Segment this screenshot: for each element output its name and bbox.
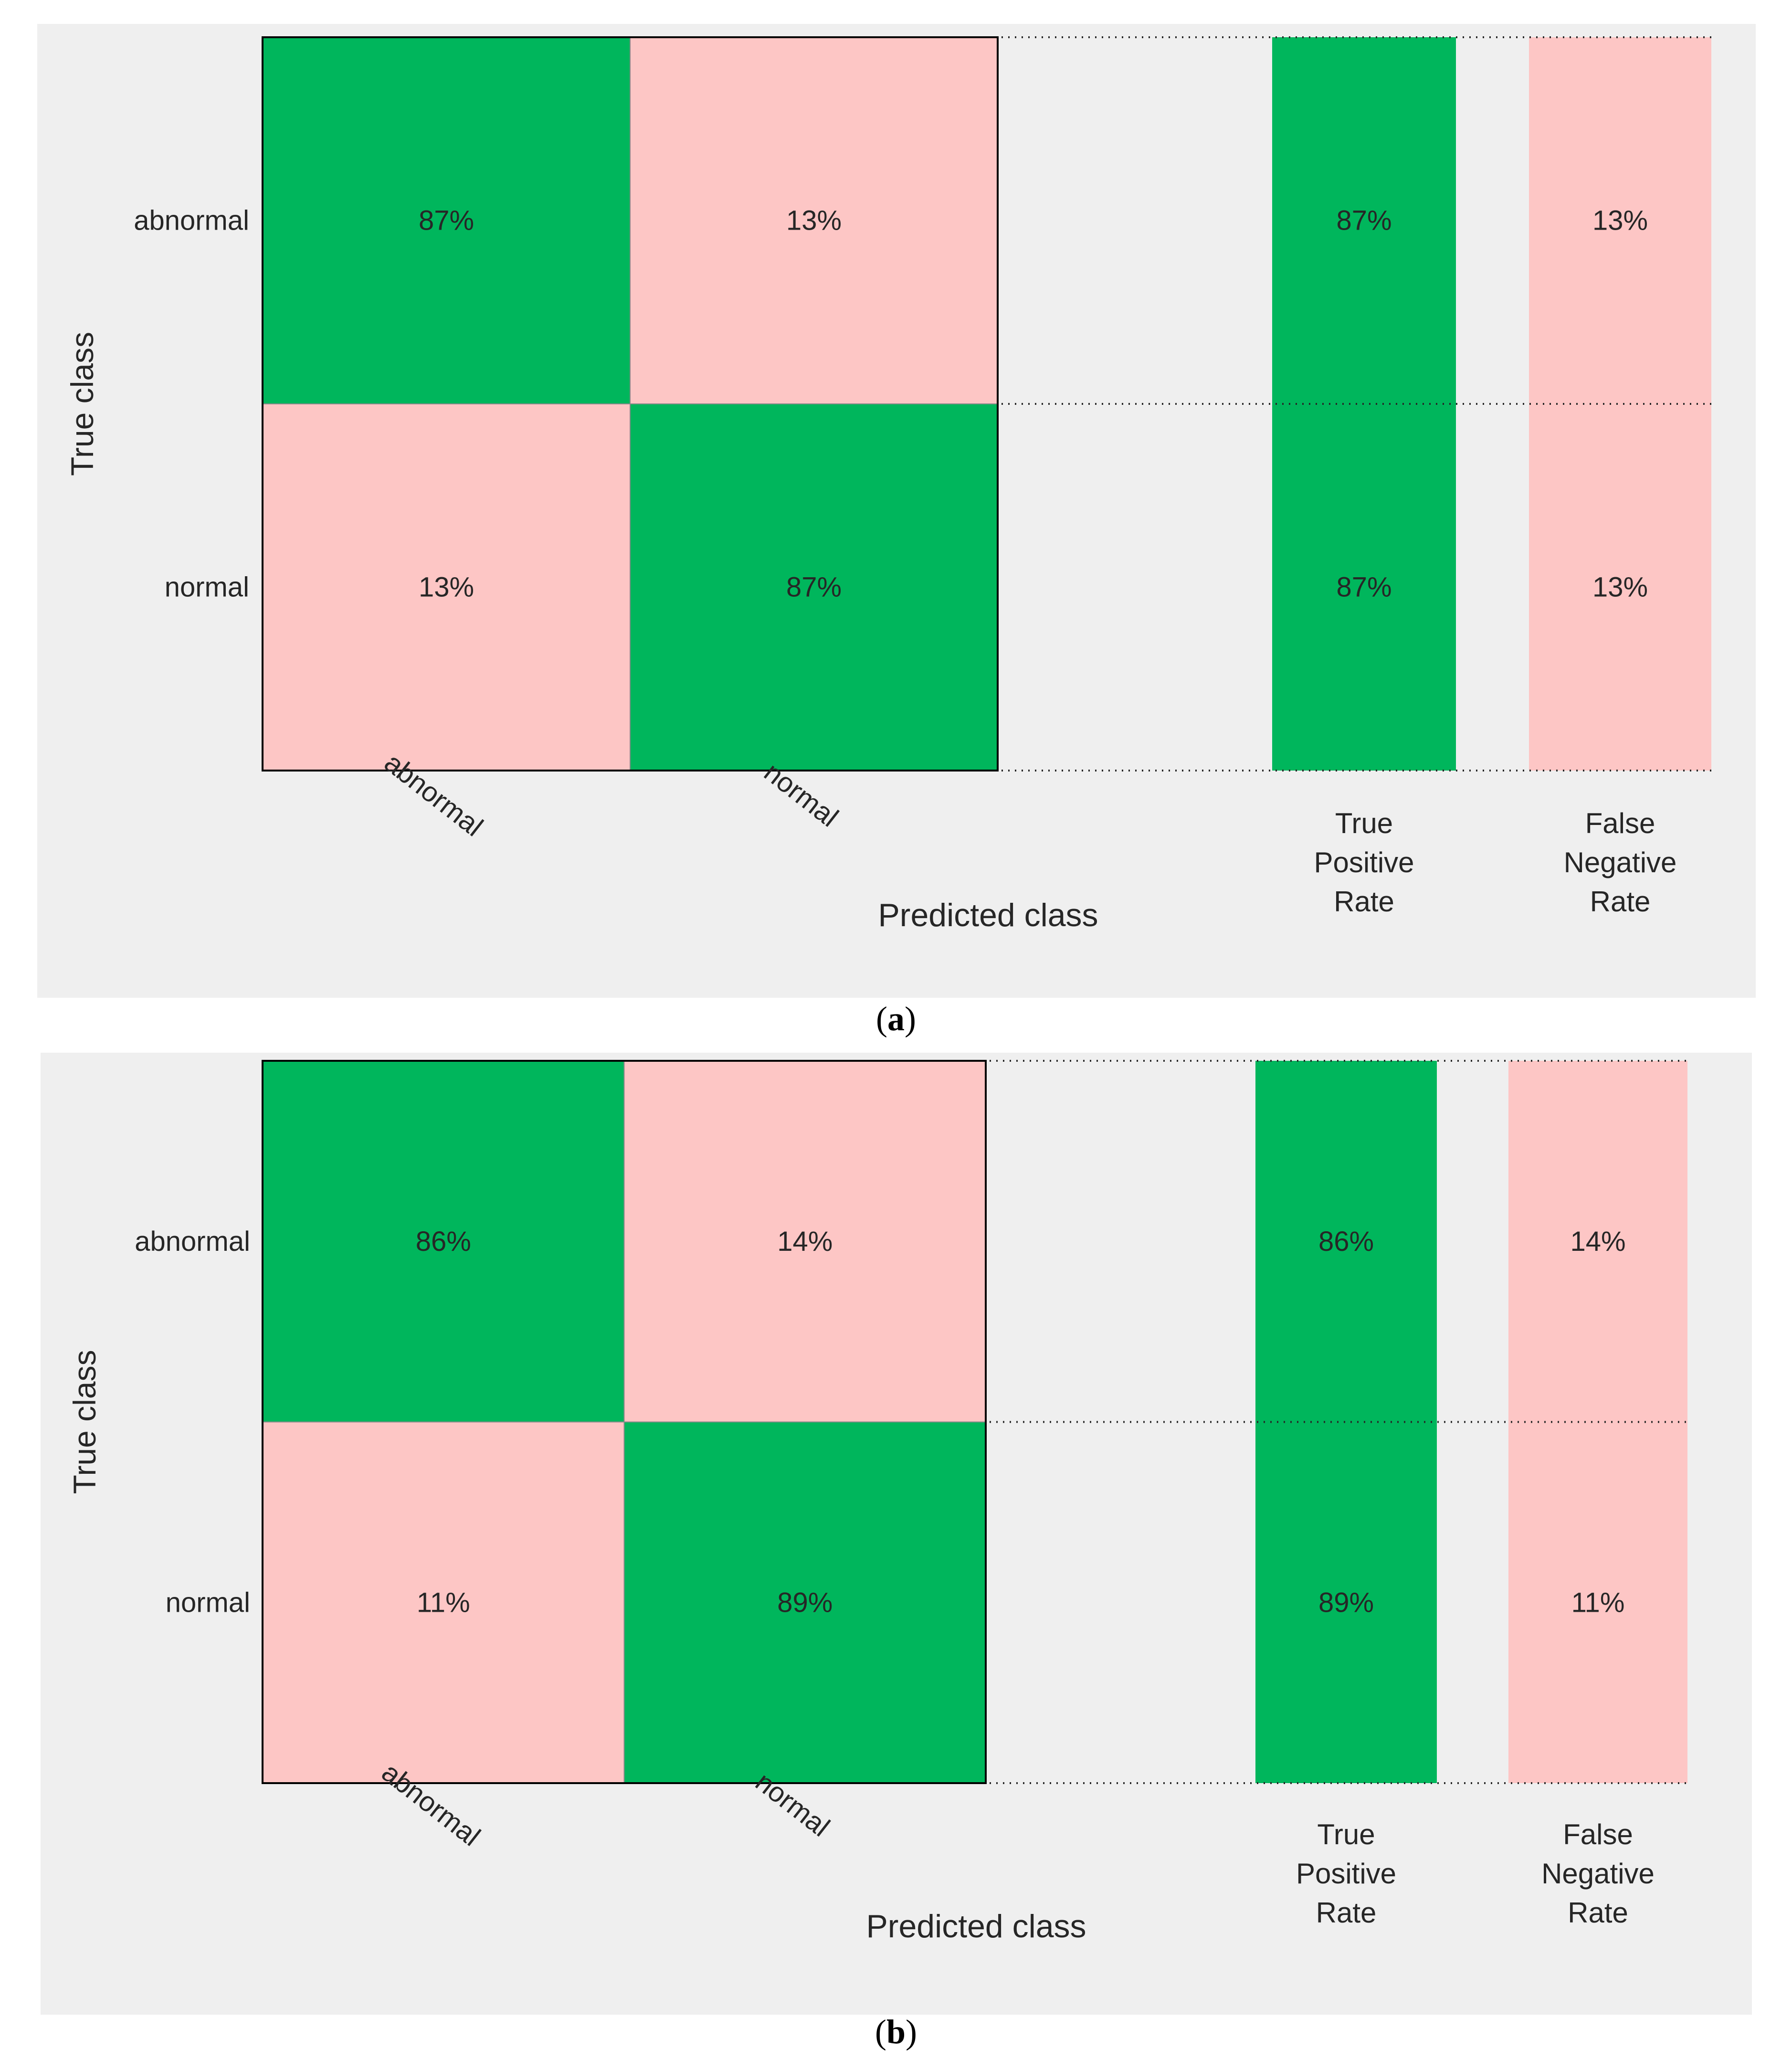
- matrix-border: [262, 1060, 987, 1784]
- matrix-cell-value: 13%: [419, 572, 474, 603]
- summary-cell-value: 87%: [1336, 572, 1391, 603]
- matrix-cell: [623, 1060, 986, 1423]
- summary-column-label: Positive: [1314, 846, 1414, 878]
- matrix-cell-value: 14%: [777, 1226, 833, 1257]
- summary-cell: [1255, 1422, 1437, 1783]
- summary-column-0: 86% 89% True Positive Rate: [1255, 1061, 1437, 1929]
- summary-column-1: 13% 13% False Negative Rate: [1529, 37, 1711, 918]
- matrix-cell: [623, 1421, 986, 1784]
- summary-cell: [1508, 1422, 1687, 1783]
- panel-caption: (b): [875, 2013, 917, 2051]
- summary-cell: [1272, 37, 1456, 404]
- summary-column-label: Negative: [1541, 1858, 1655, 1890]
- summary-cell-value: 89%: [1318, 1587, 1374, 1618]
- summary-column-label: Positive: [1296, 1858, 1396, 1890]
- summary-column-label: Rate: [1568, 1897, 1628, 1929]
- summary-cell: [1508, 1061, 1687, 1422]
- matrix-cell: [630, 403, 998, 771]
- summary-cell: [1272, 404, 1456, 771]
- summary-column-label: Rate: [1334, 886, 1394, 918]
- summary-column-label: False: [1585, 807, 1655, 839]
- y-axis-label: True class: [64, 332, 100, 476]
- summary-column-label: Rate: [1590, 886, 1651, 918]
- summary-cell-value: 13%: [1592, 205, 1648, 236]
- matrix-cell: [262, 37, 631, 404]
- summary-column-label: Negative: [1564, 846, 1677, 878]
- summary-cell-value: 13%: [1592, 572, 1648, 603]
- matrix-cell: [262, 1060, 625, 1423]
- summary-cell-value: 14%: [1570, 1226, 1625, 1257]
- matrix-cell: [262, 403, 631, 771]
- row-tick-label: abnormal: [134, 205, 249, 236]
- matrix-cell-value: 87%: [786, 572, 842, 603]
- matrix-cell-value: 86%: [416, 1226, 471, 1257]
- summary-cell: [1529, 404, 1711, 771]
- summary-column-label: Rate: [1316, 1897, 1377, 1929]
- matrix-cell: [262, 1421, 625, 1784]
- summary-column-1: 14% 11% False Negative Rate: [1508, 1061, 1687, 1929]
- summary-cell-value: 11%: [1571, 1587, 1625, 1618]
- matrix-cell-value: 87%: [419, 205, 474, 236]
- matrix-border: [262, 36, 999, 771]
- panel-caption: (a): [876, 1000, 916, 1038]
- x-axis-label: Predicted class: [866, 1908, 1086, 1944]
- row-tick-label: normal: [165, 572, 249, 603]
- matrix-cell-value: 13%: [786, 205, 842, 236]
- summary-column-label: True: [1335, 807, 1393, 839]
- x-axis-label: Predicted class: [878, 897, 1098, 933]
- summary-column-0: 87% 87% True Positive Rate: [1272, 37, 1456, 918]
- summary-column-label: True: [1317, 1818, 1375, 1850]
- summary-column-label: False: [1563, 1818, 1633, 1850]
- summary-cell-value: 87%: [1336, 205, 1391, 236]
- summary-cell: [1529, 37, 1711, 404]
- matrix-cell-value: 11%: [417, 1587, 470, 1618]
- confusion-matrix-panel-a: 87% 13%13% 87%87%87%TruePositiveRate13%13%…: [37, 24, 1756, 1038]
- summary-cell: [1255, 1061, 1437, 1422]
- confusion-matrix-panel-b: 86% 14% 11% 89% 86% 89% True Positive Rate 14% 11%…: [41, 1053, 1752, 2051]
- matrix-cell-value: 89%: [777, 1587, 833, 1618]
- y-axis-label: True class: [67, 1350, 102, 1494]
- row-tick-label: normal: [166, 1587, 250, 1618]
- row-tick-label: abnormal: [135, 1226, 250, 1257]
- summary-cell-value: 86%: [1318, 1226, 1374, 1257]
